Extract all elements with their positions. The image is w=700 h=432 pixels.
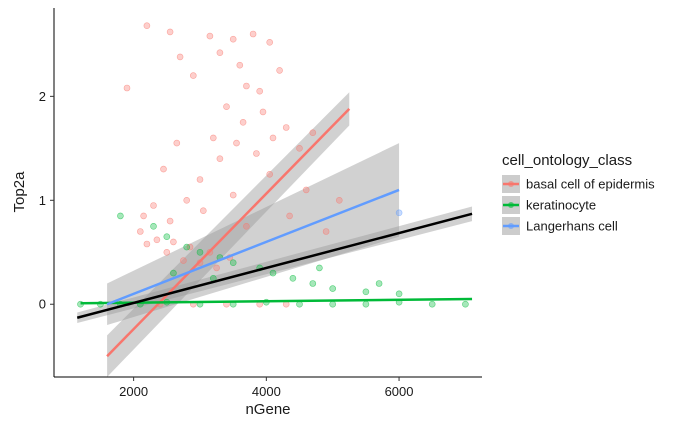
data-point (196, 249, 204, 256)
data-point (166, 217, 174, 225)
data-point (276, 67, 283, 74)
legend-entry-label: keratinocyte (526, 198, 596, 213)
fit-line-series-3 (106, 188, 400, 306)
legend-entry-label: basal cell of epidermis (526, 177, 655, 192)
data-point (170, 269, 177, 277)
data-point (289, 274, 297, 282)
data-point (210, 134, 217, 142)
data-point (186, 243, 194, 251)
data-point (223, 103, 230, 110)
data-point (266, 38, 274, 46)
data-point (329, 300, 337, 308)
data-point (256, 87, 264, 95)
data-point (229, 35, 237, 43)
data-point (316, 264, 323, 272)
data-point (233, 139, 240, 147)
data-point (176, 53, 184, 61)
data-point (243, 223, 250, 230)
y-axis-title: Top2a (11, 171, 28, 213)
data-point (428, 300, 436, 308)
y-tick-label: 2 (39, 89, 46, 104)
legend-title: cell_ontology_class (502, 152, 632, 169)
data-point (213, 264, 220, 272)
data-point (173, 139, 181, 147)
overall-fit-line (76, 212, 473, 319)
data-point (170, 238, 177, 246)
langerhans-cell-fit-band (107, 143, 400, 326)
data-point (309, 280, 317, 287)
data-point (137, 228, 144, 235)
fit-line-series-2 (80, 297, 473, 305)
data-point (180, 257, 187, 264)
data-point (243, 82, 250, 90)
fit-line-series-1 (106, 107, 351, 358)
fit-lines (76, 107, 473, 358)
data-point (462, 300, 469, 308)
data-point (143, 22, 151, 30)
x-tick-label: 4000 (252, 384, 281, 399)
legend-key-point (508, 202, 514, 208)
data-point (239, 119, 247, 126)
y-tick-label: 0 (39, 297, 46, 312)
data-point (140, 212, 147, 220)
data-point (302, 186, 310, 194)
legend-key-point (508, 181, 514, 187)
data-point (329, 285, 337, 292)
data-point (143, 240, 151, 248)
data-point (117, 212, 124, 220)
data-point (236, 61, 244, 69)
data-point (296, 145, 303, 152)
data-point (229, 259, 237, 267)
data-point (163, 249, 171, 256)
data-point (269, 134, 277, 142)
data-point (362, 288, 370, 296)
x-axis-title: nGene (245, 401, 290, 418)
data-point (183, 197, 190, 204)
data-point (395, 290, 403, 298)
data-point (249, 30, 257, 38)
y-axis-ticks: 0 1 2 (39, 89, 54, 312)
data-point (200, 207, 207, 214)
data-point (259, 108, 267, 116)
data-point (163, 233, 171, 240)
data-point (150, 202, 157, 209)
data-point (160, 165, 167, 173)
data-point (166, 28, 174, 36)
data-point (196, 176, 204, 183)
data-point (375, 280, 383, 287)
legend: cell_ontology_class basal cell of epider… (502, 152, 655, 235)
data-point (206, 32, 214, 40)
data-point (229, 191, 237, 199)
data-point (150, 223, 157, 230)
data-point (216, 155, 224, 162)
data-point (286, 212, 293, 220)
data-point (269, 269, 277, 277)
data-point (322, 228, 330, 235)
legend-entry-label: Langerhans cell (526, 219, 618, 234)
y-tick-label: 1 (39, 193, 46, 208)
data-point (282, 124, 290, 131)
data-point (335, 197, 343, 204)
data-point (153, 236, 161, 244)
data-point (253, 150, 260, 157)
data-point (362, 300, 370, 308)
legend-key-point (508, 223, 514, 229)
confidence-bands (77, 92, 473, 377)
data-point (266, 171, 274, 178)
x-tick-label: 6000 (385, 384, 414, 399)
basal-cell-fit-band (107, 92, 350, 377)
x-axis-ticks: 2000 4000 6000 (119, 377, 414, 399)
data-point (216, 49, 224, 57)
data-point (183, 243, 190, 251)
data-point (395, 209, 403, 217)
data-point (123, 84, 131, 92)
data-point (309, 129, 317, 136)
data-point (190, 72, 197, 79)
x-tick-label: 2000 (119, 384, 148, 399)
